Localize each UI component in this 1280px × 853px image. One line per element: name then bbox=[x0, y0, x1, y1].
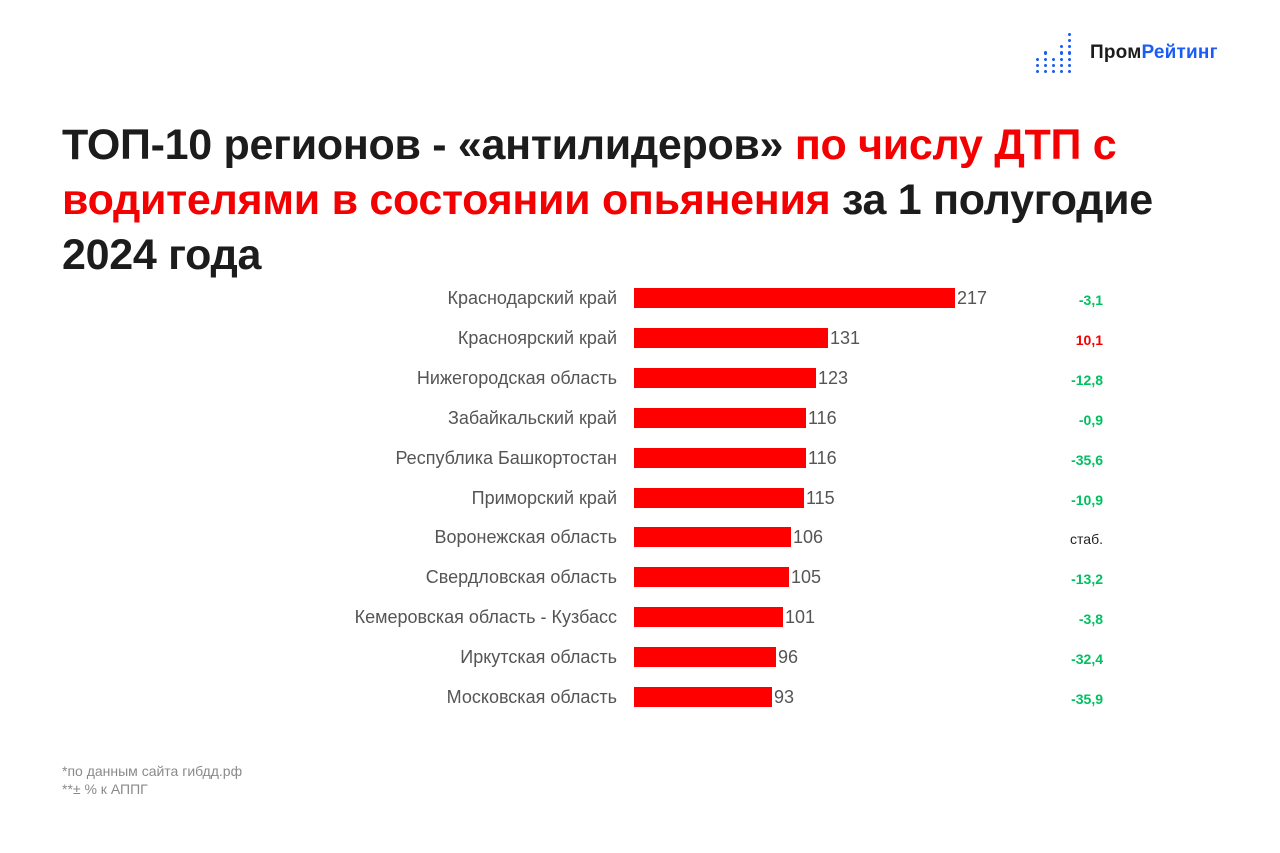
change-value: -35,9 bbox=[1071, 691, 1103, 707]
bar-value: 131 bbox=[830, 327, 861, 348]
bar-dots-icon bbox=[1036, 32, 1076, 74]
bar bbox=[634, 327, 828, 348]
chart-title: ТОП-10 регионов - «антилидеров» по числу… bbox=[62, 118, 1242, 283]
chart-row: Иркутская область 96 -32,4 bbox=[0, 645, 1280, 685]
bar-value: 96 bbox=[778, 647, 799, 668]
change-value: -32,4 bbox=[1071, 651, 1103, 668]
chart-row: Нижегородская область 123 -12,8 bbox=[0, 366, 1280, 406]
region-label: Нижегородская область bbox=[416, 367, 617, 388]
bar bbox=[634, 487, 804, 508]
change-value: -13,2 bbox=[1071, 571, 1103, 588]
region-label: Иркутская область bbox=[460, 647, 617, 668]
brand-logo: ПромРейтинг bbox=[1036, 32, 1218, 74]
region-label: Воронежская область bbox=[434, 527, 617, 548]
bar-value: 93 bbox=[774, 687, 795, 707]
chart-row: Республика Башкортостан 116 -35,6 bbox=[0, 446, 1280, 486]
region-label: Красноярский край bbox=[457, 327, 617, 348]
bar-value: 105 bbox=[791, 567, 822, 588]
brand-name-part1: Пром bbox=[1090, 42, 1142, 63]
title-part1: ТОП-10 регионов - «антилидеров» bbox=[62, 121, 795, 169]
chart-row: Кемеровская область - Кузбасс 101 -3,8 bbox=[0, 605, 1280, 645]
bar-value: 116 bbox=[808, 407, 837, 428]
bar bbox=[634, 288, 955, 308]
chart-row: Московская область 93 -35,9 bbox=[0, 685, 1280, 725]
chart-row: Краснодарский край 217 -3,1 bbox=[0, 286, 1280, 326]
region-label: Республика Башкортостан bbox=[395, 447, 617, 468]
chart-row: Приморский край 115 -10,9 bbox=[0, 486, 1280, 526]
change-value: -12,8 bbox=[1071, 371, 1103, 388]
bar-value: 106 bbox=[793, 527, 824, 548]
change-value: -0,9 bbox=[1078, 411, 1103, 428]
brand-name-part2: Рейтинг bbox=[1141, 42, 1218, 63]
bar-value: 123 bbox=[818, 367, 849, 388]
change-value: -10,9 bbox=[1071, 491, 1103, 508]
bar bbox=[634, 407, 806, 428]
bar-value: 115 bbox=[806, 487, 835, 508]
source-note: *по данным сайта гибдд.рф bbox=[62, 763, 243, 779]
bar bbox=[634, 567, 789, 588]
region-label: Забайкальский край bbox=[448, 407, 617, 428]
chart-row: Забайкальский край 116 -0,9 bbox=[0, 406, 1280, 446]
region-label: Свердловская область bbox=[425, 567, 617, 588]
region-label: Кемеровская область - Кузбасс bbox=[354, 607, 617, 628]
brand-name: ПромРейтинг bbox=[1090, 42, 1218, 64]
footnotes: *по данным сайта гибдд.рф **± % к АППГ bbox=[62, 762, 242, 798]
change-note: **± % к АППГ bbox=[62, 781, 148, 797]
region-label: Приморский край bbox=[471, 487, 617, 508]
change-value: -3,1 bbox=[1078, 292, 1103, 308]
bar bbox=[634, 647, 776, 668]
bar-value: 101 bbox=[785, 607, 816, 628]
chart-row: Свердловская область 105 -13,2 bbox=[0, 565, 1280, 605]
bar-value: 217 bbox=[957, 288, 988, 308]
change-value: -3,8 bbox=[1078, 611, 1103, 628]
chart-row: Воронежская область 106 стаб. bbox=[0, 525, 1280, 565]
bar bbox=[634, 527, 791, 548]
title-part3: за 1 полугодие 2024 года bbox=[62, 176, 1153, 279]
region-label: Краснодарский край bbox=[447, 288, 617, 308]
region-label: Московская область bbox=[446, 687, 617, 707]
bar-value: 116 bbox=[808, 447, 837, 468]
chart-row: Красноярский край 131 10,1 bbox=[0, 326, 1280, 366]
bar bbox=[634, 687, 772, 707]
title-highlight: по числу ДТП с водителями в состоянии оп… bbox=[62, 121, 1117, 224]
bar bbox=[634, 367, 816, 388]
bar bbox=[634, 447, 806, 468]
change-value: 10,1 bbox=[1075, 331, 1103, 348]
change-value: -35,6 bbox=[1071, 451, 1103, 468]
bar bbox=[634, 607, 783, 628]
change-value: стаб. bbox=[1070, 531, 1103, 548]
